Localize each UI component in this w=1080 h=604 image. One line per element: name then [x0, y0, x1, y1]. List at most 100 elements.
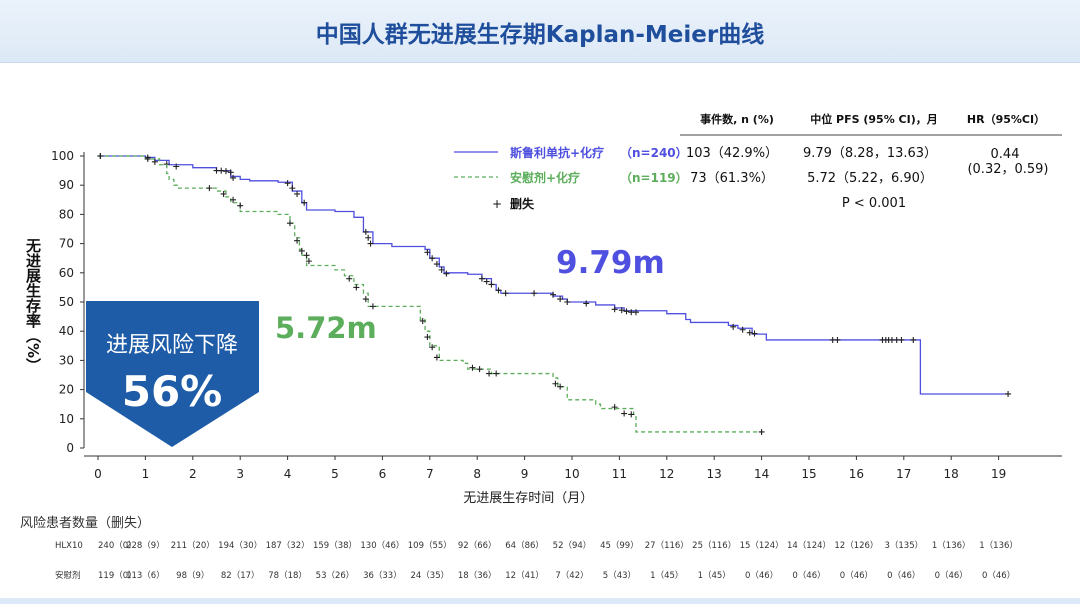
risk-value: 7（42） — [555, 570, 588, 581]
censor-mark — [632, 309, 639, 316]
risk-value: 15（124） — [740, 540, 784, 551]
censor-mark — [230, 196, 237, 203]
y-tick-label: 20 — [59, 383, 74, 397]
hr-ci: (0.32，0.59) — [967, 162, 1048, 177]
y-tick-label: 60 — [59, 266, 74, 280]
risk-value: 0（46） — [840, 570, 873, 581]
risk-value: 27（116） — [645, 540, 689, 551]
legend-table: 事件数, n (%) 中位 PFS (95% CI)，月 HR（95%CI） 斯鲁利单… — [454, 112, 1062, 211]
censor-mark — [305, 258, 312, 265]
hr-value: 0.44 — [991, 147, 1020, 162]
x-tick-label: 7 — [426, 467, 434, 481]
censor-mark — [151, 158, 158, 165]
risk-value: 0（46） — [792, 570, 825, 581]
y-tick-label: 30 — [59, 353, 74, 367]
risk-value: 1（136） — [932, 540, 971, 551]
x-tick-label: 4 — [284, 467, 292, 481]
x-tick-label: 2 — [189, 467, 197, 481]
risk-value: 240（0） — [98, 540, 137, 551]
censor-mark — [301, 199, 308, 206]
risk-table-header: 风险患者数量（删失） — [20, 516, 150, 531]
callout-shape — [86, 301, 259, 447]
x-tick-label: 3 — [236, 467, 244, 481]
y-tick-label: 10 — [59, 412, 74, 426]
censor-mark — [220, 190, 227, 197]
censor-mark — [369, 303, 376, 310]
x-tick-label: 14 — [754, 467, 769, 481]
median-pfs-value-1: 5.72（5.22，6.90） — [807, 171, 933, 186]
censor-mark — [429, 255, 436, 262]
legend-label-0: 斯鲁利单抗+化疗 — [510, 145, 604, 160]
censor-mark — [173, 163, 180, 170]
censor-mark — [429, 344, 436, 351]
censor-mark — [144, 155, 151, 162]
censor-mark — [294, 237, 301, 244]
risk-value: 5（43） — [603, 570, 636, 581]
censor-mark — [353, 284, 360, 291]
censor-mark — [433, 354, 440, 361]
censor-mark — [611, 306, 618, 313]
events-value-0: 103（42.9%） — [686, 146, 778, 161]
risk-value: 211（20） — [171, 540, 215, 551]
censor-mark — [286, 220, 293, 227]
censor-mark — [739, 326, 746, 333]
censor-mark — [730, 323, 737, 330]
x-tick-label: 15 — [801, 467, 816, 481]
risk-value: 109（55） — [408, 540, 452, 551]
risk-value: 0（46） — [887, 570, 920, 581]
y-tick-label: 100 — [51, 149, 74, 163]
risk-table: 风险患者数量（删失） HLX10 240（0）228（9） 211（20） 194（30… — [20, 516, 1018, 581]
censor-mark — [618, 307, 625, 314]
censor-mark — [230, 174, 237, 181]
censor-mark — [227, 169, 234, 176]
censor-mark — [502, 290, 509, 297]
censor-mark — [550, 291, 557, 298]
y-axis-title: 无进展生存率（%） — [24, 238, 42, 373]
page-title: 中国人群无进展生存期Kaplan-Meier曲线 — [315, 22, 765, 48]
censor-mark — [424, 249, 431, 256]
x-tick-label: 19 — [991, 467, 1006, 481]
censor-mark — [621, 410, 628, 417]
legend-n-0: （n=240） — [620, 145, 688, 160]
x-tick-label: 16 — [849, 467, 864, 481]
risk-value: 36（33） — [363, 570, 402, 581]
risk-value: 12（126） — [834, 540, 878, 551]
censor-mark — [557, 383, 564, 390]
censor-mark — [367, 240, 374, 247]
censor-mark — [362, 228, 369, 235]
legend-n-1: （n=119） — [620, 170, 688, 185]
y-tick-label: 50 — [59, 295, 74, 309]
y-tick-label: 80 — [59, 207, 74, 221]
censor-mark — [834, 336, 841, 343]
median-label-0: 9.79m — [556, 245, 665, 281]
censor-mark — [284, 180, 291, 187]
x-tick-label: 0 — [94, 467, 102, 481]
censor-mark — [97, 153, 104, 159]
censor-mark — [910, 336, 917, 343]
risk-reduction-callout: 进展风险下降 56% — [86, 301, 259, 447]
risk-value: 113（6） — [126, 570, 165, 581]
table-header: 中位 PFS (95% CI)，月 — [810, 112, 938, 126]
censor-mark — [488, 281, 495, 288]
y-tick-label: 90 — [59, 178, 74, 192]
censor-mark — [583, 300, 590, 307]
risk-value: 159（38） — [313, 540, 357, 551]
callout-value: 56% — [122, 367, 223, 416]
censor-mark — [303, 252, 310, 259]
x-tick-label: 10 — [564, 467, 579, 481]
risk-value: 18（36） — [458, 570, 497, 581]
x-tick-label: 17 — [896, 467, 911, 481]
censor-mark — [623, 308, 630, 315]
y-tick-label: 0 — [66, 441, 74, 455]
risk-value: 92（66） — [458, 540, 497, 551]
title-banner: 中国人群无进展生存期Kaplan-Meier曲线 — [0, 0, 1080, 63]
risk-value: 45（99） — [600, 540, 639, 551]
censor-mark — [495, 287, 502, 294]
table-header: HR（95%CI） — [967, 113, 1045, 126]
censor-mark — [531, 290, 538, 297]
censor-mark — [424, 334, 431, 341]
censor-mark — [365, 234, 372, 241]
censor-legend-mark: + — [492, 197, 502, 211]
censor-mark — [438, 266, 445, 273]
